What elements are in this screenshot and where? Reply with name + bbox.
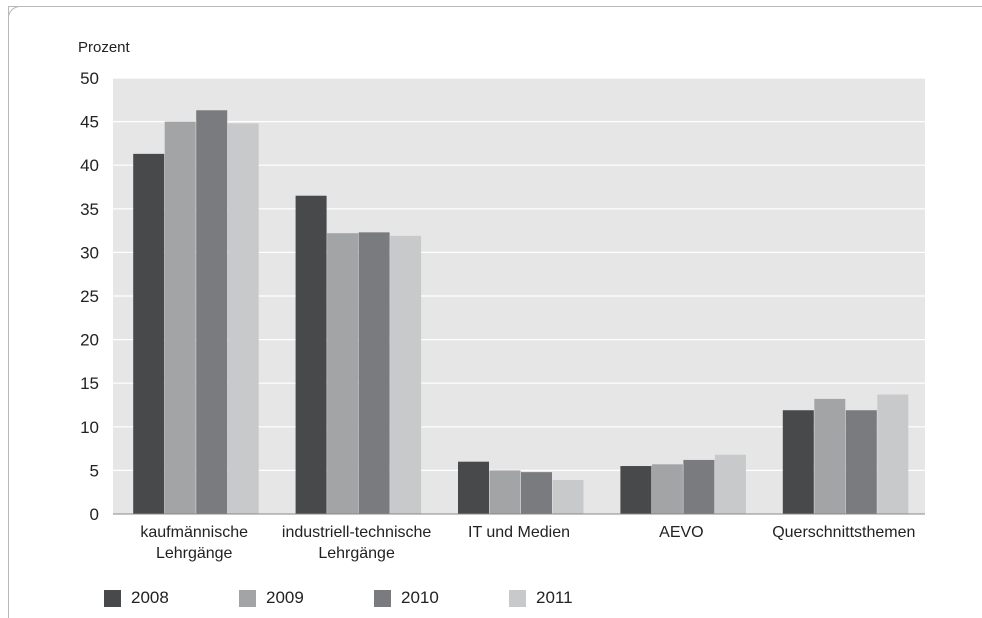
bar-2009: [489, 470, 521, 514]
y-tick-label: 0: [90, 505, 99, 524]
y-tick-label: 45: [80, 113, 99, 132]
chart-frame-left: [8, 6, 9, 618]
bar-2008: [133, 153, 165, 514]
y-tick-label: 35: [80, 200, 99, 219]
chart-frame-corner: [8, 6, 23, 21]
y-axis-label: Prozent: [78, 39, 131, 56]
legend-item-2011: 2011: [509, 588, 644, 608]
y-tick-label: 40: [80, 156, 99, 175]
y-tick-label: 30: [80, 243, 99, 262]
bar-2008: [295, 195, 327, 514]
legend-label: 2008: [131, 588, 169, 607]
bar-2011: [877, 394, 909, 514]
legend-swatch: [374, 589, 391, 607]
bar-2010: [358, 232, 390, 514]
bar-2010: [521, 472, 552, 514]
legend-item-2010: 2010: [374, 588, 509, 608]
bar-2011: [552, 479, 584, 514]
bar-2010: [683, 459, 715, 514]
legend-swatch: [239, 589, 256, 607]
bar-2008: [458, 461, 489, 514]
bar-2009: [814, 398, 846, 514]
bar-2008: [620, 466, 652, 514]
y-tick-label: 5: [90, 461, 99, 480]
legend: 2008 2009 2010 2011: [104, 586, 644, 610]
y-tick-label: 10: [80, 418, 99, 437]
bar-2010: [196, 110, 228, 514]
legend-swatch: [104, 589, 121, 607]
x-tick-label: Lehrgänge: [156, 545, 233, 562]
bar-2009: [327, 233, 359, 514]
legend-item-2008: 2008: [104, 588, 239, 608]
x-tick-label: kaufmännische: [140, 524, 248, 541]
legend-label: 2010: [401, 588, 439, 607]
bar-2008: [782, 410, 814, 514]
plot-area: 0 5 10 15 20 25 30 35 40 45 50 kaufmännische Lehrgän…: [80, 69, 925, 562]
legend-swatch: [509, 589, 526, 607]
bar-2009: [164, 121, 196, 514]
x-tick-label: IT und Medien: [468, 524, 570, 541]
bar-2010: [845, 410, 877, 514]
y-tick-label: 15: [80, 374, 99, 393]
bar-2011: [714, 454, 746, 514]
legend-label: 2011: [536, 588, 573, 607]
bar-2011: [227, 123, 259, 515]
x-tick-label: industriell-technische: [282, 524, 432, 541]
legend-label: 2009: [266, 588, 304, 607]
y-tick-label: 20: [80, 331, 99, 350]
bar-2011: [390, 235, 422, 514]
x-tick-label: Querschnittsthemen: [772, 524, 915, 541]
bar-2009: [651, 464, 683, 514]
legend-item-2009: 2009: [239, 588, 374, 608]
y-tick-label: 50: [80, 69, 99, 88]
x-tick-label: AEVO: [659, 524, 703, 541]
chart-frame-top: [8, 6, 982, 7]
x-tick-label: Lehrgänge: [318, 545, 395, 562]
y-tick-label: 25: [80, 287, 99, 306]
